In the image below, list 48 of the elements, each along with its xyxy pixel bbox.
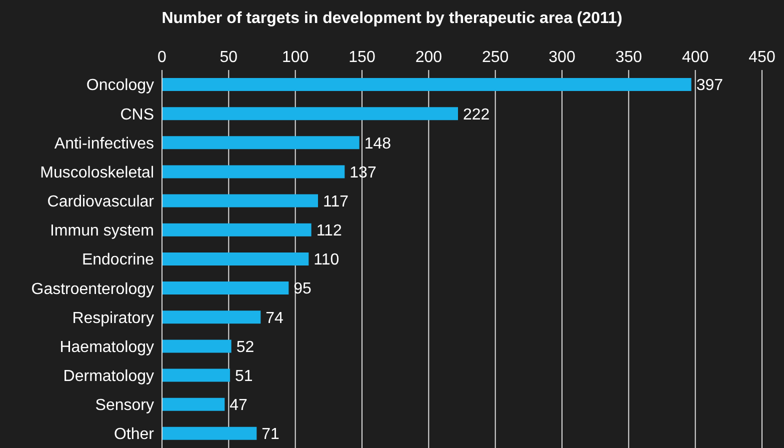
y-tick-label: Sensory bbox=[95, 397, 154, 414]
y-tick-label: Other bbox=[114, 426, 155, 444]
bar bbox=[162, 252, 309, 266]
y-tick-label: Immun system bbox=[50, 222, 154, 240]
bar bbox=[162, 194, 318, 208]
y-tick-label: CNS bbox=[120, 106, 154, 124]
x-tick-label: 350 bbox=[615, 49, 642, 66]
bar bbox=[162, 78, 692, 91]
bar bbox=[162, 368, 230, 382]
bar bbox=[162, 165, 345, 178]
bar bbox=[162, 310, 261, 324]
x-tick-label: 300 bbox=[548, 49, 576, 66]
bar bbox=[162, 223, 312, 236]
x-tick-label: 0 bbox=[158, 49, 167, 66]
y-tick-label: Dermatology bbox=[63, 368, 154, 385]
data-label: 112 bbox=[316, 222, 342, 240]
y-tick-label: Oncology bbox=[86, 77, 154, 94]
y-tick-label: Haematology bbox=[60, 338, 154, 356]
chart-title: Number of targets in development by therapeutic area (2011) bbox=[160, 10, 624, 28]
bar bbox=[162, 107, 458, 120]
x-tick-label: 50 bbox=[220, 49, 238, 66]
x-tick-label: 250 bbox=[482, 49, 509, 66]
x-tick-label: 100 bbox=[282, 49, 309, 66]
bar bbox=[162, 426, 257, 440]
bar bbox=[162, 282, 289, 295]
data-label: 71 bbox=[262, 426, 280, 444]
data-label: 74 bbox=[266, 310, 284, 327]
bar bbox=[162, 340, 232, 353]
y-tick-label: Gastroenterology bbox=[31, 280, 154, 298]
y-tick-label: Respiratory bbox=[72, 310, 154, 327]
x-tick-label: 200 bbox=[415, 49, 442, 66]
bar bbox=[162, 136, 360, 150]
data-label: 397 bbox=[696, 77, 724, 94]
data-label: 110 bbox=[314, 252, 340, 269]
y-tick-label: Cardiovascular bbox=[47, 194, 155, 211]
data-label: 52 bbox=[236, 338, 254, 356]
y-tick-label: Muscoloskeletal bbox=[40, 164, 154, 182]
y-tick-label: Anti-infectives bbox=[54, 135, 154, 152]
data-label: 117 bbox=[323, 193, 349, 210]
data-label: 47 bbox=[230, 397, 248, 414]
data-label: 148 bbox=[364, 135, 392, 152]
bar bbox=[162, 398, 225, 411]
data-label: 222 bbox=[463, 106, 490, 124]
x-tick-label: 150 bbox=[348, 49, 376, 66]
y-tick-label: Endocrine bbox=[82, 252, 154, 269]
x-tick-label: 400 bbox=[682, 49, 709, 66]
x-tick-label: 450 bbox=[748, 49, 776, 66]
data-label: 51 bbox=[235, 368, 253, 385]
